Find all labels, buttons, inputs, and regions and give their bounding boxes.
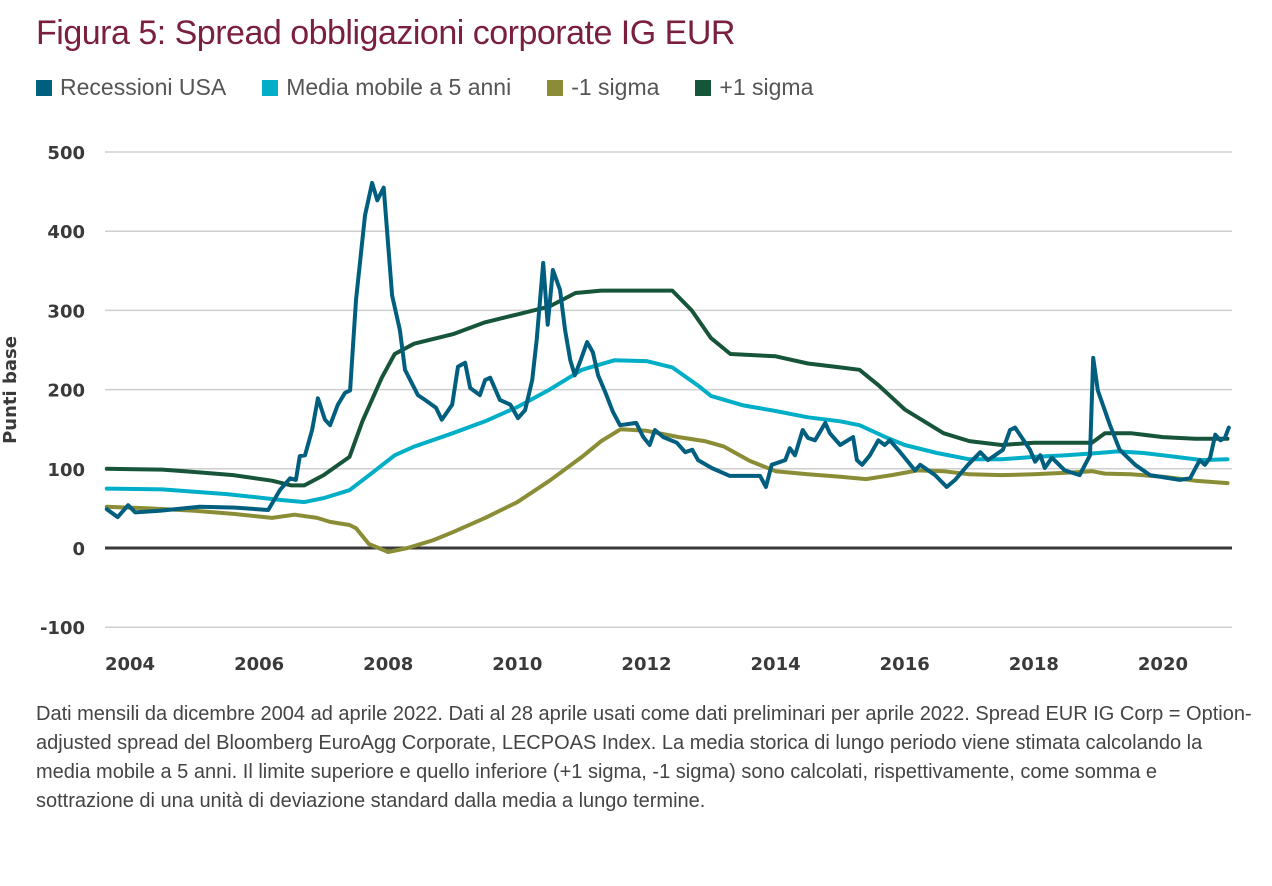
y-tick-label: 500: [47, 143, 85, 164]
y-tick-label: 300: [47, 301, 85, 322]
x-tick-label: 2020: [1138, 654, 1188, 675]
y-axis-label: Punti base: [0, 336, 21, 444]
series-line-recessioni-usa: [104, 180, 1231, 520]
legend-item-media-mobile: Media mobile a 5 anni: [262, 74, 511, 101]
legend: Recessioni USA Media mobile a 5 anni -1 …: [36, 74, 813, 101]
legend-label: +1 sigma: [719, 74, 814, 100]
x-tick-label: 2004: [105, 654, 155, 675]
y-tick-label: 400: [47, 222, 85, 243]
series-line-+1-sigma: [104, 288, 1230, 488]
x-tick-label: 2016: [880, 654, 930, 675]
y-tick-label: 0: [72, 539, 85, 560]
y-tick-label: 100: [47, 460, 85, 481]
chart-title: Figura 5: Spread obbligazioni corporate …: [36, 14, 735, 52]
y-tick-label: 200: [47, 381, 85, 402]
x-tick-label: 2012: [621, 654, 671, 675]
legend-swatch: [547, 79, 564, 96]
legend-item-plus-sigma: +1 sigma: [695, 74, 813, 101]
legend-label: -1 sigma: [571, 74, 660, 100]
legend-item-minus-sigma: -1 sigma: [547, 74, 659, 101]
chart-plot: 500 400 300 200 100 0 -100 2004 2006 2008 2010 201…: [0, 143, 1232, 675]
legend-item-recessioni: Recessioni USA: [36, 74, 226, 101]
x-tick-label: 2014: [751, 654, 801, 675]
x-tick-label: 2006: [234, 654, 284, 675]
x-tick-label: 2018: [1009, 654, 1059, 675]
y-tick-label: -100: [40, 618, 85, 639]
legend-swatch: [695, 79, 712, 96]
legend-label: Recessioni USA: [60, 74, 227, 100]
x-tick-label: 2008: [363, 654, 413, 675]
series-line-media-mobile-a-5-anni: [104, 358, 1230, 505]
series-line--1-sigma: [104, 427, 1230, 554]
legend-swatch: [262, 79, 279, 96]
x-tick-label: 2010: [492, 654, 542, 675]
footnote: Dati mensili da dicembre 2004 ad aprile …: [36, 703, 1252, 812]
legend-swatch: [36, 79, 52, 96]
legend-label: Media mobile a 5 anni: [286, 74, 512, 100]
